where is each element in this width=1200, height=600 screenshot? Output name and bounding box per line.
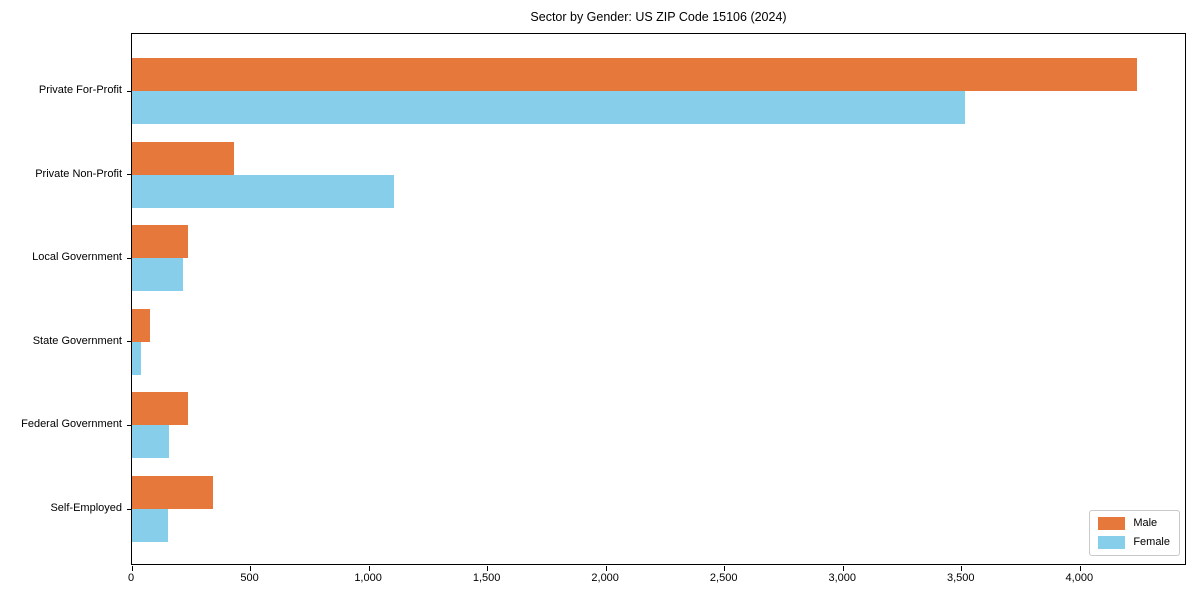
y-tick-label: Private Non-Profit bbox=[35, 167, 122, 180]
bar-male-6 bbox=[132, 476, 214, 509]
x-tick bbox=[724, 566, 726, 571]
y-tick-label: Federal Government bbox=[21, 418, 122, 431]
bar-male-5 bbox=[132, 392, 188, 426]
x-tick-label: 500 bbox=[240, 572, 259, 584]
x-tick-label: 4,000 bbox=[1065, 572, 1094, 584]
plot-area: Male Female bbox=[127, 33, 1186, 571]
x-tick bbox=[842, 566, 844, 571]
bar-female-5 bbox=[132, 425, 170, 459]
bar-female-1 bbox=[132, 91, 966, 124]
y-tick-label: Private For-Profit bbox=[38, 84, 122, 96]
x-tick bbox=[250, 566, 252, 571]
x-tick bbox=[131, 566, 133, 571]
x-tick bbox=[487, 566, 489, 571]
legend-label-female: Female bbox=[1133, 536, 1170, 548]
y-tick bbox=[127, 508, 132, 510]
y-tick bbox=[127, 424, 132, 426]
y-tick bbox=[127, 174, 132, 176]
x-tick bbox=[368, 566, 370, 571]
bar-female-3 bbox=[132, 258, 183, 292]
y-tick bbox=[127, 90, 132, 92]
legend-label-male: Male bbox=[1133, 517, 1158, 529]
x-tick bbox=[605, 566, 607, 571]
bar-male-2 bbox=[132, 141, 234, 175]
x-tick-label: 2,000 bbox=[591, 572, 619, 584]
x-tick bbox=[961, 566, 963, 571]
x-tick-label: 3,500 bbox=[947, 572, 975, 584]
x-tick-label: 1,500 bbox=[472, 572, 501, 584]
chart-title: Sector by Gender: US ZIP Code 15106 (202… bbox=[530, 10, 787, 24]
legend-item-female: Female bbox=[1098, 536, 1170, 549]
bar-female-4 bbox=[132, 341, 141, 375]
bar-male-4 bbox=[132, 308, 150, 342]
x-tick-label: 1,000 bbox=[354, 572, 382, 584]
bar-female-2 bbox=[132, 174, 394, 208]
legend-swatch-female bbox=[1098, 536, 1126, 549]
legend-item-male: Male bbox=[1098, 517, 1170, 530]
x-tick-label: 2,500 bbox=[709, 572, 738, 584]
legend: Male Female bbox=[1089, 510, 1180, 556]
y-tick-label: Local Government bbox=[32, 251, 122, 264]
bar-female-6 bbox=[132, 509, 169, 542]
x-tick-label: 0 bbox=[127, 572, 135, 584]
legend-swatch-male bbox=[1098, 517, 1126, 530]
bar-male-1 bbox=[132, 58, 1138, 91]
bar-male-3 bbox=[132, 225, 188, 259]
y-tick-label: State Government bbox=[32, 334, 122, 347]
x-tick-label: 3,000 bbox=[828, 572, 856, 584]
y-tick-label: Self-Employed bbox=[50, 502, 122, 514]
y-tick bbox=[127, 341, 132, 343]
x-tick bbox=[1079, 566, 1081, 571]
y-tick bbox=[127, 257, 132, 259]
